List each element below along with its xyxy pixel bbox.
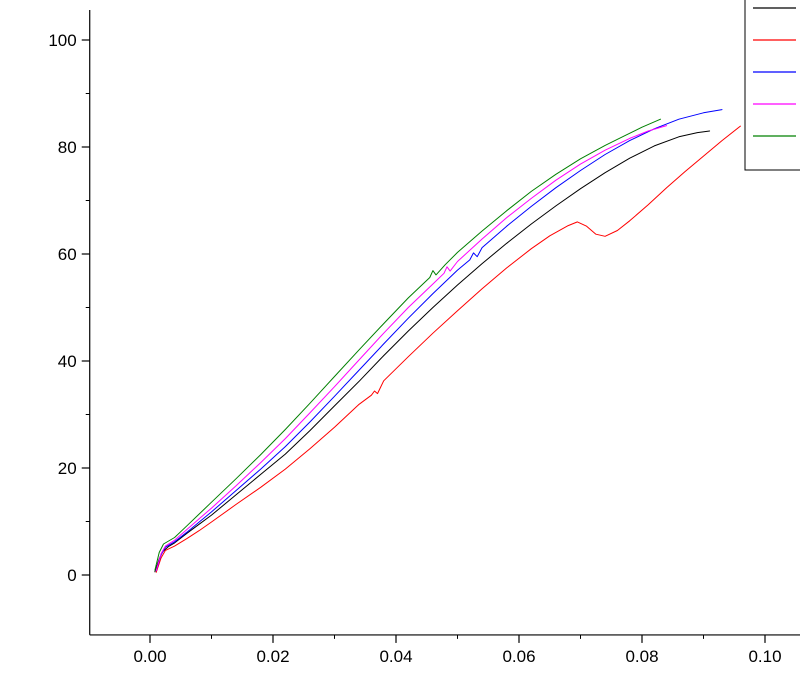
curve-blue <box>155 109 723 572</box>
curve-black <box>154 130 711 573</box>
x-tick-label: 0.02 <box>256 647 289 666</box>
x-tick-label: 0.00 <box>133 647 166 666</box>
curve-magenta <box>155 125 668 572</box>
legend-box <box>744 0 800 171</box>
y-tick-label: 40 <box>58 352 77 371</box>
y-tick-label: 60 <box>58 245 77 264</box>
curve-red <box>155 125 741 573</box>
x-tick-label: 0.06 <box>502 647 535 666</box>
y-tick-label: 0 <box>67 566 76 585</box>
x-tick-label: 0.10 <box>748 647 781 666</box>
curve-green <box>154 118 661 571</box>
x-tick-label: 0.08 <box>625 647 658 666</box>
x-tick-label: 0.04 <box>379 647 412 666</box>
y-tick-label: 100 <box>48 31 76 50</box>
y-tick-label: 20 <box>58 459 77 478</box>
y-tick-label: 80 <box>58 138 77 157</box>
